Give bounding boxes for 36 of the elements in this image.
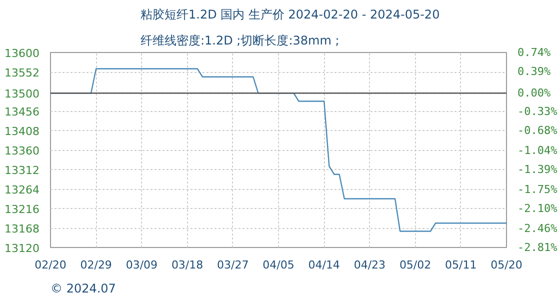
y2-tick-label: -2.10% [518, 202, 558, 215]
x-tick-label: 04/14 [308, 258, 340, 272]
x-tick-label: 03/09 [126, 258, 158, 272]
y-tick-label: 13500 [4, 88, 40, 101]
y-tick-label: 13600 [4, 47, 40, 60]
y2-tick-label: 0.74% [518, 46, 551, 59]
y-tick-label: 13360 [4, 144, 40, 158]
x-tick-label: 02/29 [80, 258, 112, 272]
y-tick-label: 13120 [4, 242, 40, 255]
x-tick-label: 03/27 [217, 258, 249, 272]
y-tick-label: 13552 [4, 66, 40, 80]
y2-tick-label: 0.39% [518, 65, 551, 78]
y2-tick-label: -0.33% [518, 104, 558, 118]
y-tick-label: 13456 [4, 106, 40, 118]
text: © 2024.07 [50, 282, 116, 296]
y-tick-label: 13312 [4, 164, 40, 177]
y2-tick-label: -2.46% [518, 222, 558, 235]
chart-title: 粘胶短纤1.2D 国内 生产价 2024-02-20 - 2024-05-20 [140, 8, 440, 22]
y-tick-label: 13408 [4, 125, 40, 138]
x-tick-label: 04/23 [354, 258, 386, 272]
x-tick-label: 05/11 [445, 258, 477, 272]
x-tick-label: 02/20 [34, 258, 66, 272]
x-tick-label: 04/05 [262, 258, 294, 272]
y-tick-label: 13264 [4, 184, 40, 196]
y2-tick-label: -2.81% [518, 241, 558, 254]
chart-subtitle: 纤维线密度:1.2D ;切断长度:38mm ; [140, 34, 340, 48]
x-tick-label: 05/02 [399, 258, 432, 272]
y-tick-label: 13216 [4, 203, 40, 216]
y2-tick-label: -1.75% [518, 182, 558, 196]
y-tick-label: 13168 [4, 222, 40, 236]
x-tick-label: 03/18 [171, 258, 204, 272]
y2-tick-label: -0.68% [518, 124, 558, 137]
y2-tick-label: -1.39% [518, 163, 558, 176]
x-tick-label: 05/20 [490, 258, 522, 272]
y2-tick-label: -1.04% [518, 144, 558, 157]
y2-tick-label: 0.00% [518, 86, 551, 100]
